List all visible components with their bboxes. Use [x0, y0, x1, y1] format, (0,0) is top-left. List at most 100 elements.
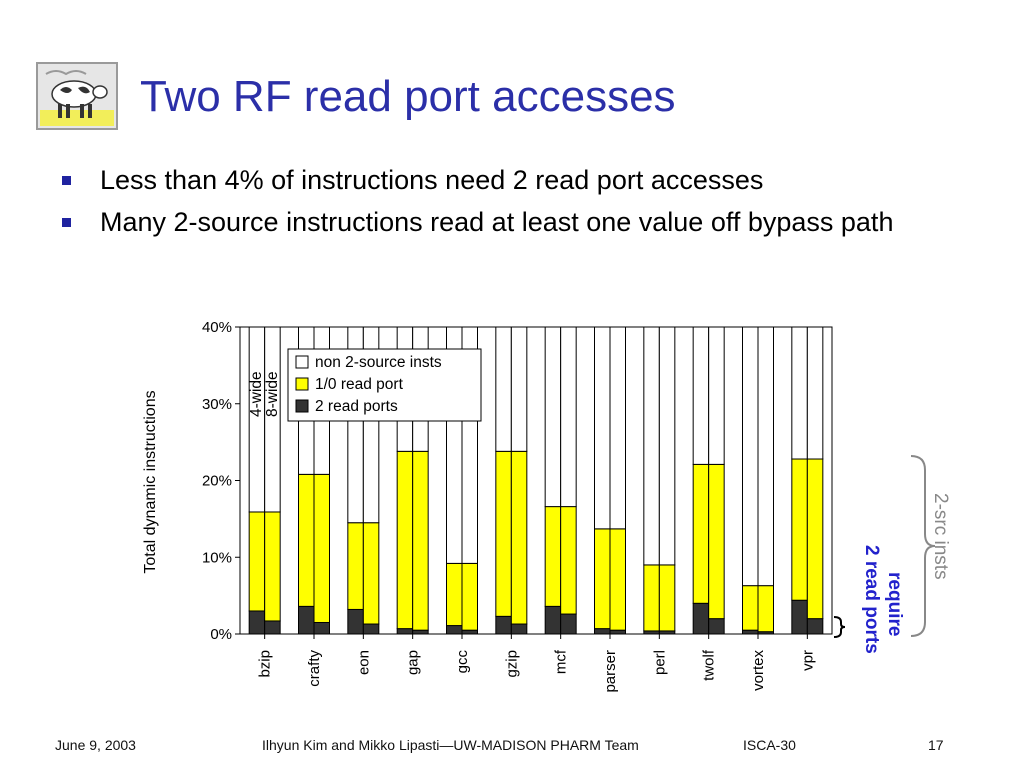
bullet-item: Less than 4% of instructions need 2 read… [62, 160, 992, 200]
legend-label: 2 read ports [315, 398, 398, 415]
bar-segment [658, 564, 676, 632]
bar-segment [461, 629, 478, 635]
y-tick-label: 40% [202, 319, 232, 336]
bar-segment [708, 618, 725, 635]
bar-segment [692, 463, 710, 604]
bar-segment [742, 585, 759, 631]
y-tick-label: 20% [202, 473, 232, 490]
bar-segment [560, 326, 577, 508]
legend-label: 1/0 read port [315, 376, 404, 393]
bar-segment [806, 458, 824, 620]
bullet-text: Less than 4% of instructions need 2 read… [100, 165, 764, 195]
bar-segment [495, 326, 512, 452]
x-tick-label: vpr [799, 650, 816, 671]
bar-segment [742, 629, 759, 635]
bar-segment [692, 326, 710, 465]
legend-swatch [295, 377, 309, 391]
bar-segment [313, 473, 330, 623]
bar-segment [362, 623, 380, 635]
bar-segment [510, 326, 528, 452]
x-tick-label: gzip [503, 650, 520, 678]
bar-segment [560, 613, 577, 635]
bar-segment [594, 528, 611, 630]
y-axis-title: Total dynamic instructions [142, 390, 159, 573]
bar-segment [609, 528, 626, 631]
bullet-square-icon [62, 218, 71, 227]
small-brace-icon [833, 616, 846, 638]
bar-segment [643, 564, 660, 632]
require-label: require [884, 572, 905, 636]
bar-segment [347, 608, 364, 635]
footer-date: June 9, 2003 [55, 737, 136, 753]
bar-segment [264, 511, 281, 622]
x-tick-label: gap [405, 650, 422, 675]
bar-segment [264, 326, 281, 513]
bar-segment [298, 473, 315, 607]
bullet-list: Less than 4% of instructions need 2 read… [62, 160, 992, 244]
bar-segment [791, 458, 808, 601]
bar-segment [412, 450, 429, 631]
bar-segment [298, 605, 315, 635]
x-tick-label: parser [602, 650, 619, 693]
bar-segment [643, 326, 660, 566]
bar-segment [495, 450, 512, 617]
bar-segment [560, 506, 577, 615]
large-brace-icon [910, 455, 936, 637]
x-tick-label: vortex [750, 650, 767, 691]
footer-page-number: 17 [928, 737, 944, 753]
bar-segment [791, 326, 808, 460]
bar-segment [248, 610, 266, 635]
bar-segment [510, 623, 528, 635]
bar-segment [757, 326, 774, 587]
y-tick-label: 10% [202, 549, 232, 566]
x-tick-label: gcc [454, 650, 471, 674]
bar-segment [609, 326, 626, 530]
y-tick-label: 0% [210, 626, 232, 643]
bar-segment [544, 326, 562, 508]
bar-segment [791, 599, 808, 635]
bar-segment [264, 620, 281, 635]
x-tick-label: eon [355, 650, 372, 675]
bar-segment [396, 450, 414, 630]
legend-label: non 2-source insts [315, 354, 442, 371]
bullet-item: Many 2-source instructions read at least… [62, 202, 992, 242]
bar-segment [544, 605, 562, 635]
bar-segment [510, 450, 528, 625]
bar-segment [313, 621, 330, 635]
bullet-square-icon [62, 176, 71, 185]
x-tick-label: mcf [553, 649, 570, 674]
footer-authors: Ilhyun Kim and Mikko Lipasti—UW-MADISON … [262, 737, 639, 753]
variant-label-4wide: 4-wide [248, 371, 265, 417]
bar-segment [396, 628, 414, 635]
src-brace-label: 2-src insts [930, 493, 951, 580]
bar-segment [692, 602, 710, 635]
bar-segment [362, 522, 380, 625]
bar-segment [248, 511, 266, 612]
bar-segment [412, 629, 429, 635]
bar-segment [495, 615, 512, 635]
y-tick-label: 30% [202, 396, 232, 413]
bar-segment [347, 522, 364, 610]
bar-segment [806, 326, 824, 460]
x-tick-label: twolf [701, 649, 718, 681]
footer-conference: ISCA-30 [743, 737, 796, 753]
x-tick-label: bzip [257, 650, 274, 678]
legend-swatch [295, 399, 309, 413]
x-tick-label: perl [651, 650, 668, 675]
bar-segment [658, 326, 676, 566]
legend-box [287, 348, 482, 422]
bar-segment [248, 326, 266, 513]
variant-label-8wide: 8-wide [264, 371, 281, 417]
bar-segment [544, 506, 562, 607]
bar-segment [609, 629, 626, 635]
bar-segment [446, 562, 463, 627]
legend-swatch [295, 355, 309, 369]
x-tick-label: crafty [306, 650, 323, 687]
bar-segment [757, 585, 774, 633]
bullet-text: Many 2-source instructions read at least… [100, 207, 894, 237]
bar-segment [594, 326, 611, 530]
bar-segment [461, 562, 478, 631]
bar-segment [446, 625, 463, 635]
cow-painting-icon [36, 62, 118, 130]
